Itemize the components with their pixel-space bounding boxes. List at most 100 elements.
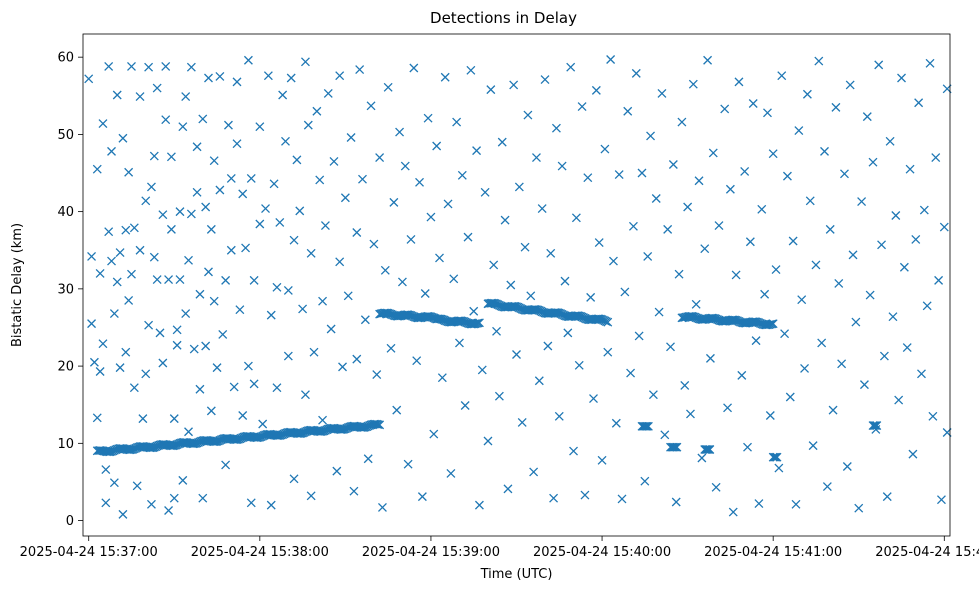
clutter-point-756: [808, 441, 818, 451]
clutter-point-691: [623, 106, 633, 116]
clutter-point-645: [492, 326, 501, 336]
clutter-point-788: [899, 262, 909, 272]
clutter-point-675: [577, 102, 587, 112]
y-tick-label-4: 40: [57, 205, 74, 220]
clutter-point-715: [691, 299, 701, 309]
clutter-point-685: [606, 55, 616, 64]
clutter-point-785: [891, 211, 901, 220]
clutter-point-562: [275, 217, 285, 227]
clutter-point-504: [172, 325, 182, 335]
clutter-point-635: [463, 232, 473, 242]
clutter-point-660: [534, 376, 544, 386]
clutter-point-462: [109, 309, 119, 319]
clutter-point-479: [135, 92, 145, 102]
clutter-point-633: [457, 170, 467, 180]
clutter-point-667: [554, 411, 564, 421]
clutter-point-454: [98, 119, 108, 129]
clutter-point-548: [246, 173, 256, 183]
y-tick-label-6: 60: [57, 51, 74, 66]
clutter-point-787: [897, 73, 906, 83]
y-axis: 0 10 20 30 40 50 60: [57, 51, 83, 529]
clutter-point-642: [483, 436, 493, 446]
clutter-point-553: [255, 122, 265, 132]
clutter-point-764: [831, 102, 841, 112]
clutter-point-628: [443, 199, 453, 209]
clutter-point-655: [520, 242, 530, 252]
data-markers: [84, 55, 952, 519]
clutter-point-783: [885, 136, 895, 146]
clutter-point-634: [460, 401, 470, 410]
clutter-point-500: [166, 224, 176, 234]
clutter-point-721: [708, 148, 718, 158]
clutter-point-747: [782, 171, 792, 181]
clutter-point-649: [503, 484, 513, 494]
clutter-point-537: [226, 173, 236, 183]
x-tick-label-5: 2025-04-24 15:42:00: [875, 545, 979, 560]
clutter-point-507: [178, 475, 188, 485]
clutter-point-776: [865, 290, 875, 300]
clutter-point-613: [400, 161, 410, 171]
clutter-point-720: [705, 353, 715, 363]
y-tick-label-3: 30: [57, 282, 74, 297]
clutter-point-547: [243, 55, 253, 65]
clutter-point-522: [201, 202, 211, 212]
clutter-point-470: [121, 225, 131, 235]
plot-area-frame: [82, 33, 951, 537]
clutter-point-552: [255, 219, 265, 229]
clutter-point-708: [671, 497, 681, 507]
clutter-point-761: [822, 482, 832, 492]
clutter-point-757: [811, 260, 821, 270]
clutter-point-674: [574, 360, 584, 370]
clutter-point-762: [825, 224, 835, 234]
clutter-point-601: [366, 101, 376, 111]
y-tick-label-1: 10: [57, 437, 74, 452]
clutter-point-555: [261, 204, 270, 214]
clutter-point-525: [204, 267, 213, 277]
clutter-point-509: [181, 92, 191, 102]
clutter-point-524: [204, 73, 213, 83]
clutter-point-694: [631, 68, 641, 78]
clutter-point-658: [529, 467, 539, 477]
clutter-point-496: [161, 115, 171, 125]
clutter-point-620: [420, 289, 430, 298]
clutter-point-798: [928, 411, 938, 421]
clutter-point-782: [882, 492, 892, 502]
clutter-point-657: [526, 291, 536, 301]
clutter-point-493: [158, 210, 168, 220]
clutter-point-650: [506, 280, 516, 290]
clutter-point-681: [594, 238, 604, 247]
clutter-point-469: [118, 509, 128, 519]
clutter-point-676: [580, 490, 590, 500]
clutter-point-564: [281, 136, 290, 146]
clutter-point-448: [87, 319, 97, 329]
clutter-point-488: [149, 151, 159, 161]
clutter-point-727: [725, 184, 735, 194]
x-tick-label-4: 2025-04-24 15:41:00: [704, 545, 842, 560]
clutter-point-607: [383, 82, 393, 92]
clutter-point-777: [868, 157, 878, 167]
clutter-point-602: [369, 239, 379, 249]
clutter-point-608: [386, 343, 396, 353]
clutter-point-615: [406, 234, 416, 244]
x-tick-label-2: 2025-04-24 15:39:00: [362, 545, 500, 560]
clutter-point-730: [734, 77, 744, 87]
clutter-point-466: [115, 363, 125, 373]
clutter-point-767: [840, 169, 849, 179]
clutter-point-790: [905, 164, 915, 174]
clutter-point-482: [141, 196, 151, 206]
clutter-point-643: [486, 85, 496, 95]
clutter-point-575: [303, 120, 313, 130]
clutter-point-612: [397, 277, 407, 287]
clutter-point-769: [845, 80, 855, 90]
clutter-point-784: [888, 312, 898, 322]
clutter-point-446: [84, 74, 94, 84]
clutter-point-567: [286, 73, 296, 83]
clutter-point-625: [435, 253, 444, 263]
clutter-point-498: [164, 506, 174, 515]
clutter-point-706: [666, 342, 675, 352]
clutter-point-748: [785, 392, 795, 402]
clutter-point-772: [854, 503, 864, 513]
y-tick-label-5: 50: [57, 128, 74, 143]
clutter-point-449: [89, 357, 99, 367]
clutter-point-584: [323, 89, 333, 98]
